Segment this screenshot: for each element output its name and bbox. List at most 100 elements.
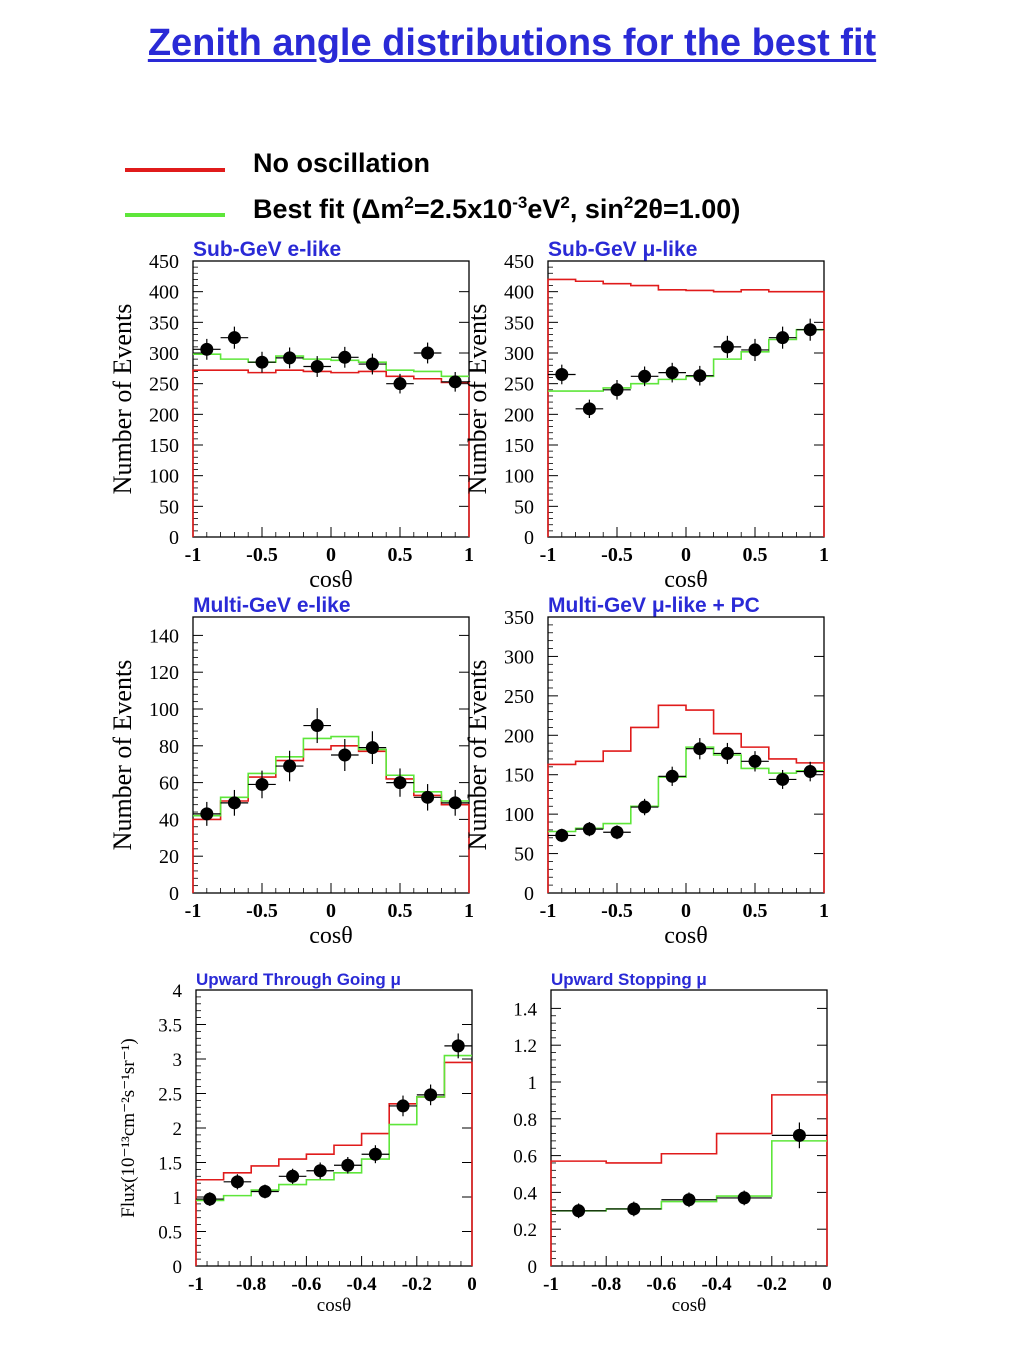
data-point	[396, 1099, 410, 1113]
y-tick-label: 0	[173, 1257, 183, 1278]
legend-label-best-fit: Best fit (Δm2=2.5x10-3eV2, sin22θ=1.00)	[253, 193, 741, 224]
y-tick-label: 400	[149, 282, 179, 304]
y-tick-label: 0	[169, 527, 179, 549]
y-tick-label: 100	[504, 804, 534, 826]
x-tick-label: -0.8	[591, 1274, 621, 1295]
y-tick-label: 0.5	[158, 1223, 182, 1244]
data-point	[803, 323, 817, 337]
data-point	[638, 369, 652, 383]
data-point	[424, 1088, 438, 1102]
y-tick-label: 0	[524, 527, 534, 549]
y-tick-label: 150	[504, 435, 534, 457]
panel-title: Sub-GeV e-like	[193, 238, 341, 261]
y-tick-label: 200	[504, 725, 534, 747]
data-point	[693, 369, 707, 383]
y-tick-label: 300	[504, 343, 534, 365]
panel-upward-stopping-mu: Upward Stopping μ 0 0.2 0.4 0.6 0.8 1 1.2 1.4 -1 -…	[513, 970, 832, 1316]
plot-frame	[192, 260, 470, 538]
x-axis-label: cosθ	[309, 567, 353, 593]
x-axis-label: cosθ	[672, 1295, 706, 1316]
data-point	[313, 1164, 327, 1178]
data-point	[720, 340, 734, 354]
y-axis-label: Number of Events	[463, 660, 492, 851]
y-tick-label: 100	[149, 466, 179, 488]
histogram-no-oscillation	[192, 369, 470, 537]
x-tick-label: 1	[819, 544, 829, 566]
x-tick-label: -0.2	[402, 1274, 432, 1295]
data-point	[255, 777, 269, 791]
data-point	[572, 1204, 586, 1218]
data-point	[682, 1193, 696, 1207]
y-tick-label: 1.4	[513, 999, 537, 1020]
y-tick-label: 100	[504, 466, 534, 488]
y-tick-label: 3	[173, 1050, 183, 1071]
y-tick-label: 0.8	[513, 1110, 537, 1131]
panel-title: Sub-GeV μ-like	[548, 238, 697, 261]
panel-sub-gev-mu-like: Sub-GeV μ-like 0 50 100 150 200 250 300 350 400 45…	[463, 238, 829, 593]
histogram-best-fit	[548, 328, 824, 392]
data-point	[448, 796, 462, 810]
data-point	[200, 342, 214, 356]
data-point	[803, 765, 817, 779]
y-tick-label: 2.5	[158, 1085, 182, 1106]
y-tick-label: 80	[159, 736, 179, 758]
y-tick-label: 0.6	[513, 1147, 537, 1168]
histogram-no-oscillation	[547, 278, 825, 537]
x-tick-label: 0.5	[388, 900, 413, 922]
y-axis-label: Number of Events	[108, 660, 137, 851]
y-tick-label: 200	[504, 404, 534, 426]
data-point	[341, 1158, 355, 1172]
data-point	[421, 790, 435, 804]
y-tick-label: 50	[514, 496, 534, 518]
panel-sub-gev-e-like: Sub-GeV e-like 0 50 100 150 200 250 300 350 400 45…	[108, 238, 474, 593]
data-point	[555, 828, 569, 842]
data-point	[665, 366, 679, 380]
y-axis-label: Number of Events	[108, 304, 137, 495]
y-tick-label: 150	[149, 435, 179, 457]
data-point	[448, 375, 462, 389]
data-point	[338, 748, 352, 762]
legend-label-no-oscillation: No oscillation	[253, 148, 431, 178]
y-tick-label: 140	[149, 625, 179, 647]
y-tick-label: 60	[159, 773, 179, 795]
x-tick-label: -0.6	[646, 1274, 676, 1295]
data-point	[582, 822, 596, 836]
y-tick-label: 1	[173, 1188, 183, 1209]
y-tick-label: 3.5	[158, 1016, 182, 1037]
y-tick-label: 120	[149, 662, 179, 684]
panel-title: Multi-GeV μ-like + PC	[548, 594, 760, 617]
y-tick-label: 150	[504, 765, 534, 787]
y-axis-label: Number of Events	[463, 304, 492, 495]
data-point	[720, 746, 734, 760]
data-point	[310, 719, 324, 733]
x-tick-label: -0.5	[246, 900, 278, 922]
y-tick-label: 0	[524, 883, 534, 905]
x-tick-label: 0.5	[388, 544, 413, 566]
x-tick-label: 1	[464, 544, 474, 566]
y-tick-label: 400	[504, 282, 534, 304]
x-tick-label: 0	[822, 1274, 832, 1295]
data-point	[393, 776, 407, 790]
y-tick-label: 1	[528, 1073, 538, 1094]
data-point	[693, 742, 707, 756]
page-title: Zenith angle distributions for the best …	[147, 22, 877, 64]
histogram-best-fit	[196, 1054, 472, 1202]
data-point	[748, 754, 762, 768]
x-tick-label: -0.4	[702, 1274, 733, 1295]
y-tick-label: 250	[504, 374, 534, 396]
panel-title: Upward Through Going μ	[196, 970, 401, 989]
y-tick-label: 4	[173, 981, 183, 1002]
data-point	[310, 359, 324, 373]
histogram-best-fit	[193, 353, 469, 378]
x-tick-label: -0.4	[347, 1274, 378, 1295]
y-axis-label: Flux(10⁻¹³cm⁻²s⁻¹sr⁻¹)	[118, 1038, 139, 1217]
histogram-no-oscillation	[550, 1094, 828, 1266]
data-point	[610, 383, 624, 397]
data-point	[365, 357, 379, 371]
histogram-best-fit	[193, 735, 469, 817]
plot-frame	[550, 989, 828, 1267]
legend-swatch-no-oscillation	[125, 168, 225, 172]
y-tick-label: 0	[528, 1257, 538, 1278]
data-point	[776, 331, 790, 345]
